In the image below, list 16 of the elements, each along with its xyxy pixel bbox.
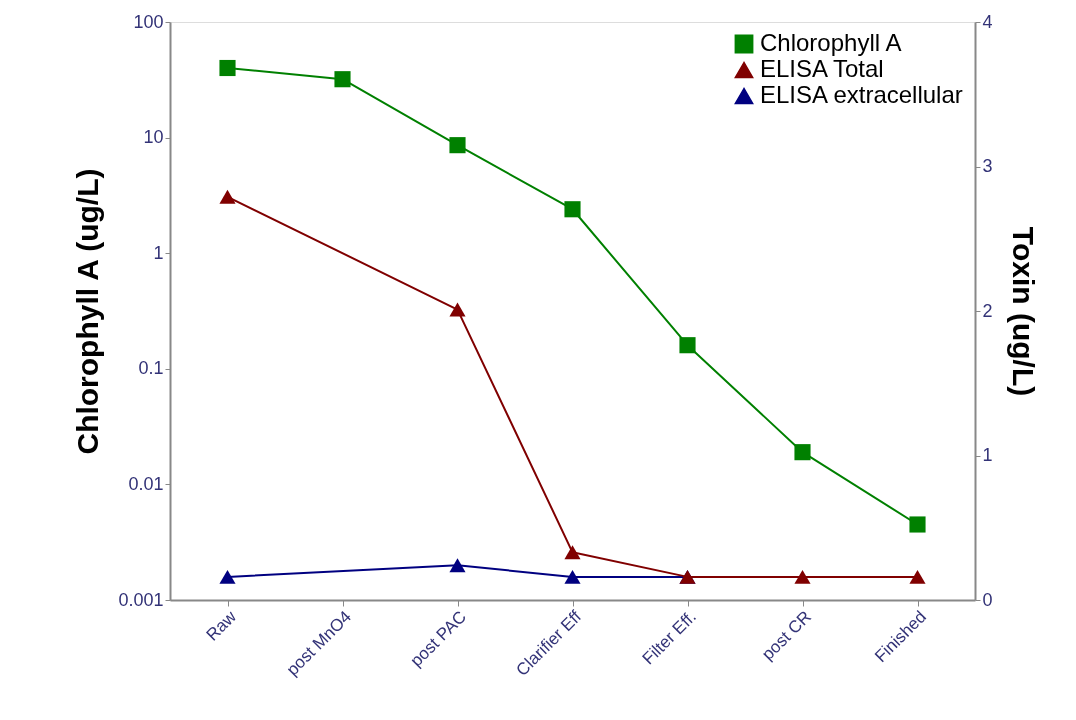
y-tick-label: 0.1 xyxy=(138,358,164,379)
legend-label: ELISA extracellular xyxy=(760,81,963,108)
y-axis-title: Chlorophyll A (ug/L) xyxy=(71,168,105,455)
legend-label: ELISA Total xyxy=(760,55,884,82)
y2-axis-title: Toxin (ug/L) xyxy=(1006,226,1040,397)
legend-label: Chlorophyll A xyxy=(760,29,902,56)
y-tick-label: 100 xyxy=(133,11,164,32)
y2-tick-label: 2 xyxy=(982,300,993,321)
y-tick-label: 0.01 xyxy=(128,473,164,494)
y2-tick-label: 3 xyxy=(982,156,993,176)
y2-tick-label: 4 xyxy=(982,11,993,32)
y2-tick-label: 1 xyxy=(982,445,993,465)
y-tick-label: 10 xyxy=(143,127,164,148)
y2-tick-label: 0 xyxy=(982,589,993,610)
y-tick-label: 1 xyxy=(153,242,164,263)
y-tick-label: 0.001 xyxy=(118,589,164,610)
